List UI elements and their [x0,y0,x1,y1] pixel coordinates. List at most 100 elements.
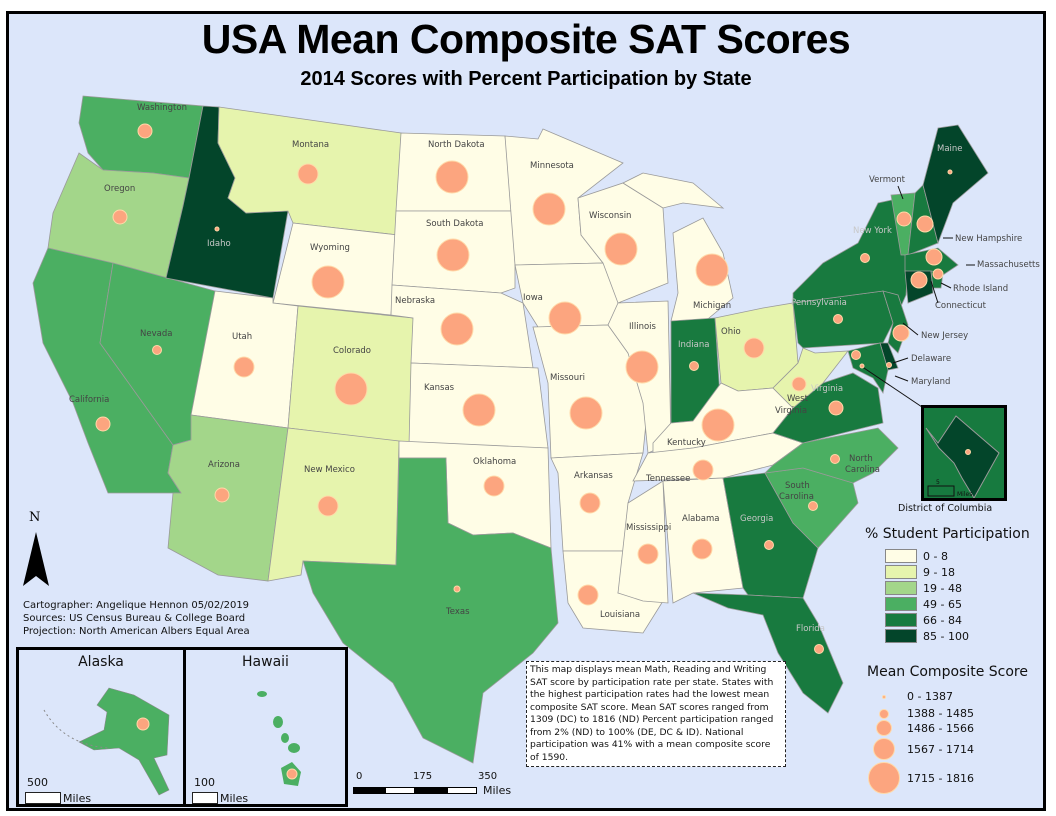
label-vermont: Vermont [869,175,906,185]
label-georgia: Georgia [740,514,773,524]
label-kentucky: Kentucky [667,438,706,448]
label-new-hampshire: New Hampshire [955,234,1022,244]
credits: Cartographer: Angelique Hennon 05/02/201… [23,599,250,638]
north-label: N [29,510,41,525]
label-california: California [69,395,109,405]
map-frame: Washington Oregon California Nevada Idah… [6,11,1046,811]
sources-text: Sources: US Census Bureau & College Boar… [23,613,246,624]
legend-item-49-65: 49 - 65 [885,596,1030,612]
scale-tick-350: 350 [478,771,498,782]
alaska-scale-bar [25,792,61,804]
alaska-scale-unit: Miles [63,792,92,805]
state-mississippi[interactable] [617,480,669,604]
label-oklahoma: Oklahoma [473,457,516,467]
map-title: USA Mean Composite SAT Scores [201,16,851,62]
hawaii-map [257,691,301,786]
label-tennessee: Tennessee [645,474,690,484]
label-kansas: Kansas [424,383,455,393]
hawaii-scale-num: 100 [194,776,215,789]
label-indiana: Indiana [678,340,709,350]
legend-item-66-84: 66 - 84 [885,612,1030,628]
label-missouri: Missouri [550,373,585,383]
label-north-dakota: North Dakota [428,140,485,150]
label-washington: Washington [137,103,187,113]
label-new-york: New York [853,226,892,236]
score-legend: Mean Composite Score 0 - 1387 1388 - 148… [867,664,1028,794]
label-west-virginia-1: West [787,394,809,404]
hawaii-inset: Hawaii 100 Miles [183,647,348,807]
description-box: This map displays mean Math, Reading and… [526,661,786,767]
label-arizona: Arizona [208,460,240,470]
label-ohio: Ohio [721,327,741,337]
state-west-virginia[interactable] [772,347,849,409]
alaska-map [43,687,170,796]
label-iowa: Iowa [523,293,543,303]
score-legend-item-2: 1486 - 1566 [867,720,974,736]
scale-tick-175: 175 [413,771,433,782]
legend-item-19-48: 19 - 48 [885,580,1030,596]
label-maryland: Maryland [911,377,950,387]
label-nebraska: Nebraska [395,296,435,306]
scale-unit: Miles [483,784,512,797]
dc-inset-map: 5 Miles [925,415,1000,499]
legend-item-9-18: 9 - 18 [885,564,1030,580]
score-legend-title: Mean Composite Score [867,664,1028,680]
map-subtitle: 2014 Scores with Percent Participation b… [300,68,752,90]
label-idaho: Idaho [207,239,231,249]
label-louisiana: Louisiana [600,610,640,620]
participation-legend: % Student Participation 0 - 8 9 - 18 19 … [865,526,1030,644]
cartographer-text: Cartographer: Angelique Hennon 05/02/201… [23,600,250,611]
label-delaware: Delaware [911,354,951,364]
score-legend-item-3: 1567 - 1714 [867,738,974,760]
label-west-virginia-2: Virginia [775,406,807,416]
label-utah: Utah [232,332,252,342]
label-colorado: Colorado [333,346,371,356]
label-rhode-island: Rhode Island [953,284,1008,294]
label-texas: Texas [445,607,470,617]
scale-bar-segments [353,787,477,794]
alaska-scale-num: 500 [27,776,48,789]
dc-scale-num: 5 [936,479,940,486]
dc-inset: 5 Miles [921,405,1007,501]
label-oregon: Oregon [104,184,135,194]
label-montana: Montana [292,140,329,150]
label-arkansas: Arkansas [574,471,613,481]
alaska-inset: Alaska 500 Miles [16,647,186,807]
scale-tick-0: 0 [356,771,363,782]
score-legend-item-0: 0 - 1387 [867,690,953,703]
label-illinois: Illinois [629,322,657,332]
circle-idaho [214,226,220,232]
label-south-carolina-1: South [785,481,810,491]
state-florida[interactable] [692,592,844,714]
projection-text: Projection: North American Albers Equal … [23,626,250,637]
label-connecticut: Connecticut [935,301,987,311]
alaska-title: Alaska [78,654,124,670]
label-alabama: Alabama [682,514,719,524]
dc-scale-unit: Miles [957,491,972,498]
score-legend-item-1: 1388 - 1485 [867,707,974,720]
legend-item-0-8: 0 - 8 [885,548,1030,564]
label-maine: Maine [937,144,963,154]
label-florida: Florida [796,624,825,634]
label-mississippi: Mississippi [626,523,671,533]
label-new-mexico: New Mexico [304,465,355,475]
legend-item-85-100: 85 - 100 [885,628,1030,644]
label-virginia: Virginia [811,384,843,394]
label-south-carolina-2: Carolina [779,492,814,502]
label-north-carolina-1: North [849,454,873,464]
label-massachusetts: Massachusetts [977,260,1040,270]
dc-inset-label: District of Columbia [898,503,993,514]
label-michigan: Michigan [693,301,731,311]
hawaii-scale-bar [192,792,218,804]
hawaii-title: Hawaii [242,654,289,670]
us-map: Washington Oregon California Nevada Idah… [32,95,1040,764]
label-south-dakota: South Dakota [426,219,484,229]
label-wisconsin: Wisconsin [589,211,631,221]
label-minnesota: Minnesota [530,161,574,171]
state-maine[interactable] [922,124,989,245]
score-legend-item-4: 1715 - 1816 [867,762,974,794]
label-new-jersey: New Jersey [921,331,968,341]
participation-legend-title: % Student Participation [865,526,1030,542]
state-texas[interactable] [302,457,559,764]
label-nevada: Nevada [140,329,172,339]
